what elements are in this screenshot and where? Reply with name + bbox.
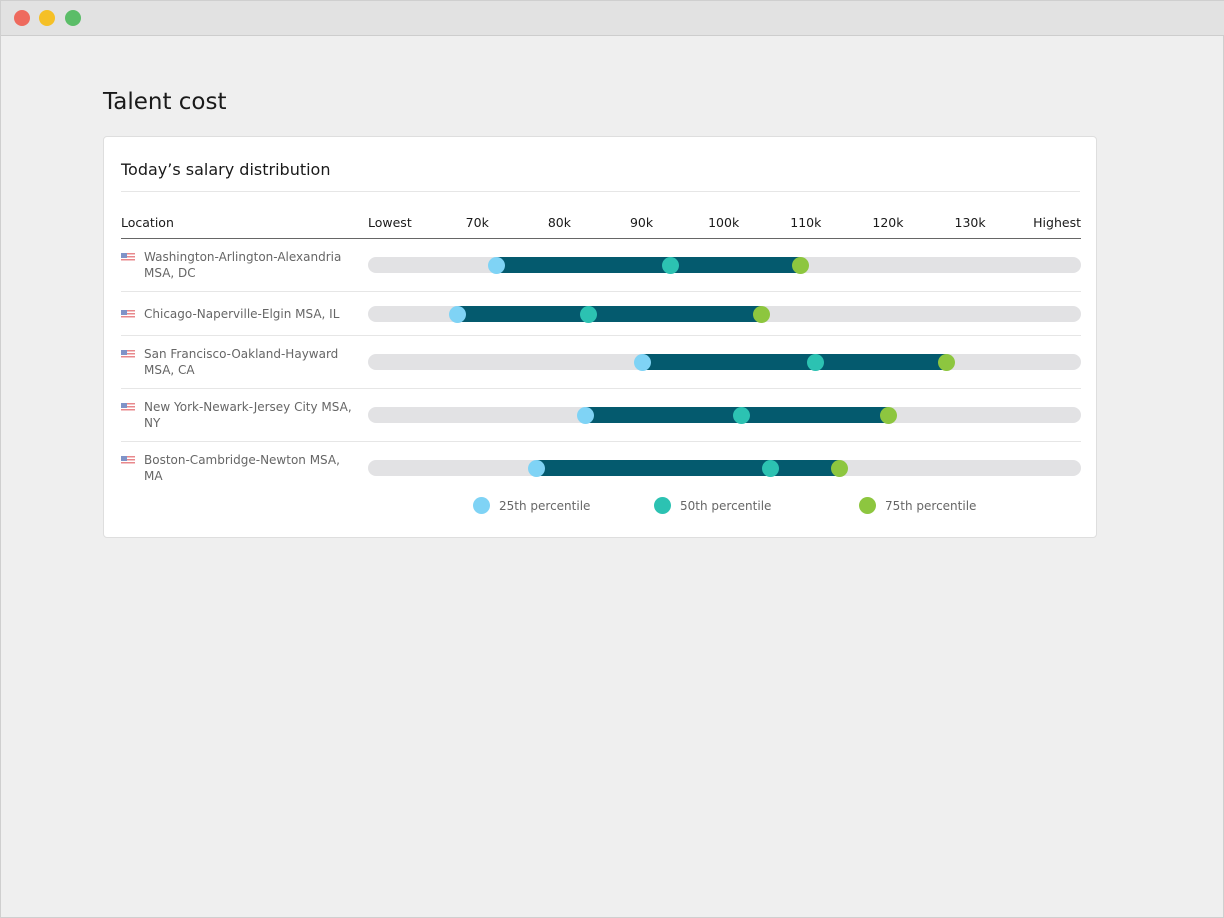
- percentile-25-dot[interactable]: [633, 354, 651, 371]
- page-title: Talent cost: [103, 89, 227, 115]
- salary-rows: Washington-Arlington-Alexandria MSA, DC C…: [121, 239, 1081, 494]
- axis-tick-label: 90k: [629, 215, 654, 230]
- legend-label: 75th percentile: [885, 498, 977, 513]
- table-header: Location Lowest 70k 80k 90k 100k 110k 120k 130k…: [121, 215, 1081, 239]
- legend-label: 25th percentile: [499, 498, 591, 513]
- location-cell: Boston-Cambridge-Newton MSA, MA: [121, 452, 368, 484]
- percentile-75-dot[interactable]: [937, 354, 955, 371]
- salary-track: [368, 354, 1081, 371]
- location-name: New York-Newark-Jersey City MSA, NY: [144, 400, 352, 430]
- interquartile-range-bar: [496, 257, 801, 273]
- salary-track: [368, 407, 1081, 424]
- salary-track: [368, 460, 1081, 477]
- legend-item: 25th percentile: [473, 497, 590, 514]
- location-cell: Chicago-Naperville-Elgin MSA, IL: [121, 306, 368, 322]
- salary-track: [368, 257, 1081, 274]
- percentile-75-dot[interactable]: [792, 257, 810, 274]
- location-cell: Washington-Arlington-Alexandria MSA, DC: [121, 249, 368, 281]
- location-name: Washington-Arlington-Alexandria MSA, DC: [144, 250, 342, 280]
- percentile-50-dot[interactable]: [807, 354, 825, 371]
- us-flag-icon: [121, 403, 135, 412]
- us-flag-icon: [121, 309, 135, 319]
- axis-tick-label: 70k: [465, 215, 489, 230]
- location-cell: San Francisco-Oakland-Hayward MSA, CA: [121, 346, 368, 378]
- table-row: Boston-Cambridge-Newton MSA, MA: [121, 442, 1081, 494]
- table-row: San Francisco-Oakland-Hayward MSA, CA: [121, 336, 1081, 389]
- interquartile-range-bar: [642, 354, 947, 370]
- salary-track: [368, 305, 1081, 323]
- legend-dot-icon: [859, 497, 876, 514]
- minimize-window-button[interactable]: [39, 10, 55, 26]
- legend-item: 75th percentile: [859, 497, 976, 514]
- location-header: Location: [121, 215, 174, 230]
- percentile-50-dot[interactable]: [733, 407, 751, 424]
- us-flag-icon: [121, 456, 135, 465]
- axis-tick-label: 120k: [872, 215, 904, 230]
- axis-tick-label: 110k: [790, 215, 822, 230]
- percentile-75-dot[interactable]: [752, 305, 770, 323]
- percentile-25-dot[interactable]: [577, 407, 595, 424]
- percentile-75-dot[interactable]: [831, 460, 848, 477]
- location-name: Chicago-Naperville-Elgin MSA, IL: [144, 306, 340, 321]
- card-title: Today’s salary distribution: [121, 160, 331, 179]
- legend-dot-icon: [654, 497, 671, 514]
- close-window-button[interactable]: [14, 10, 30, 26]
- percentile-75-dot[interactable]: [880, 407, 898, 424]
- axis-tick-label: Lowest: [368, 215, 412, 230]
- table-row: New York-Newark-Jersey City MSA, NY: [121, 389, 1081, 442]
- location-name: San Francisco-Oakland-Hayward MSA, CA: [144, 347, 339, 377]
- window-titlebar: [1, 1, 1224, 36]
- percentile-25-dot[interactable]: [449, 305, 467, 323]
- axis-tick-label: Highest: [1033, 215, 1081, 230]
- percentile-50-dot[interactable]: [762, 460, 779, 477]
- axis-tick-label: 80k: [547, 215, 571, 230]
- legend-item: 50th percentile: [654, 497, 771, 514]
- us-flag-icon: [121, 253, 135, 262]
- legend-label: 50th percentile: [680, 498, 772, 513]
- percentile-50-dot[interactable]: [579, 305, 597, 323]
- maximize-window-button[interactable]: [65, 10, 81, 26]
- percentile-25-dot[interactable]: [527, 460, 545, 477]
- axis-tick-label: 130k: [954, 215, 986, 230]
- axis-tick-label: 100k: [708, 215, 740, 230]
- divider: [121, 191, 1080, 192]
- legend-dot-icon: [473, 497, 490, 514]
- table-row: Washington-Arlington-Alexandria MSA, DC: [121, 239, 1081, 292]
- salary-distribution-card: Today’s salary distribution Location Low…: [103, 136, 1097, 538]
- location-cell: New York-Newark-Jersey City MSA, NY: [121, 399, 368, 431]
- location-name: Boston-Cambridge-Newton MSA, MA: [144, 453, 340, 483]
- table-row: Chicago-Naperville-Elgin MSA, IL: [121, 292, 1081, 336]
- interquartile-range-bar: [536, 460, 840, 476]
- percentile-50-dot[interactable]: [661, 257, 679, 274]
- us-flag-icon: [121, 350, 135, 359]
- interquartile-range-bar: [457, 305, 762, 322]
- percentile-25-dot[interactable]: [487, 257, 505, 274]
